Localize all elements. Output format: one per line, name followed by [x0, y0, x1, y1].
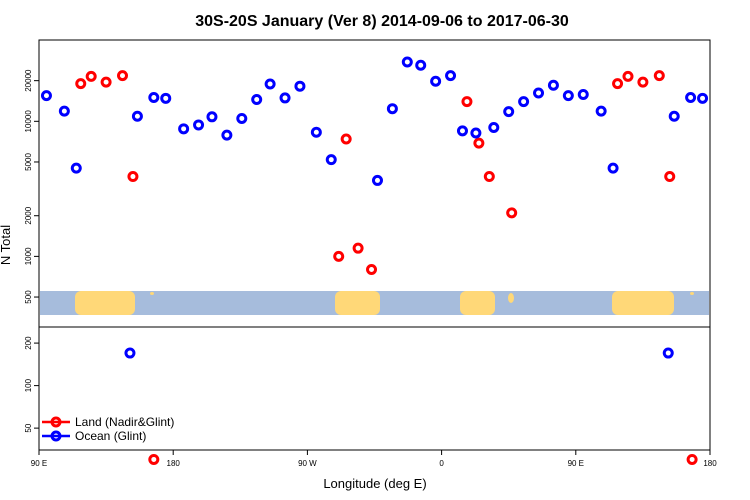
land-data-point: [100, 76, 112, 88]
ocean-data-point: [264, 78, 276, 90]
land-data-point: [653, 70, 665, 82]
y-tick-label: 500: [24, 290, 33, 304]
ocean-data-point: [445, 70, 457, 82]
ocean-data-point: [577, 88, 589, 100]
ocean-data-point: [488, 121, 500, 133]
ocean-data-point: [131, 110, 143, 122]
ocean-data-point: [236, 112, 248, 124]
x-tick-label: 90 E: [568, 459, 584, 468]
ocean-data-point: [607, 162, 619, 174]
bottom-data-points: [124, 347, 698, 465]
chart-title: 30S-20S January (Ver 8) 2014-09-06 to 20…: [195, 13, 569, 30]
ocean-data-point: [547, 79, 559, 91]
bottom-y-axis: 50 100 200: [24, 336, 39, 433]
x-axis-label: Longitude (deg E): [323, 476, 426, 491]
ocean-data-point: [251, 94, 263, 106]
ocean-data-point: [325, 154, 337, 166]
map-land-mass: [335, 291, 380, 315]
map-land-mass: [508, 293, 514, 303]
ocean-data-point: [415, 59, 427, 71]
y-tick-label: 2000: [24, 206, 33, 224]
map-land-mass: [612, 291, 674, 315]
bottom-panel-frame: [38, 326, 711, 451]
map-land-mass: [75, 291, 135, 315]
x-tick-label: 90 E: [31, 459, 47, 468]
map-land-mass: [460, 291, 495, 315]
ocean-data-point: [518, 96, 530, 108]
ocean-data-point: [206, 111, 218, 123]
y-tick-label: 5000: [24, 153, 33, 171]
land-data-point: [117, 70, 129, 82]
land-data-point: [637, 76, 649, 88]
y-tick-label: 10000: [24, 110, 33, 133]
top-data-points: [40, 56, 709, 275]
ocean-data-point: [430, 75, 442, 87]
legend-ocean-marker: [50, 430, 62, 442]
ocean-data-point: [124, 347, 136, 359]
land-data-point: [352, 242, 364, 254]
ocean-data-point: [279, 92, 291, 104]
ocean-data-point: [562, 90, 574, 102]
land-data-point: [148, 453, 160, 465]
land-data-point: [366, 263, 378, 275]
land-data-point: [333, 250, 345, 262]
land-data-point: [622, 70, 634, 82]
world-map-strip: [40, 291, 709, 315]
ocean-data-point: [40, 90, 52, 102]
ocean-data-point: [533, 87, 545, 99]
ocean-data-point: [697, 92, 709, 104]
y-tick-label: 20000: [24, 69, 33, 92]
ocean-data-point: [58, 105, 70, 117]
land-data-point: [461, 96, 473, 108]
ocean-data-point: [668, 110, 680, 122]
legend-ocean-label: Ocean (Glint): [75, 429, 146, 443]
land-data-point: [340, 133, 352, 145]
ocean-data-point: [148, 92, 160, 104]
ocean-data-point: [503, 106, 515, 118]
ocean-data-point: [193, 119, 205, 131]
map-land-mass: [150, 292, 154, 295]
y-axis-label: N Total: [0, 225, 13, 265]
land-data-point: [664, 171, 676, 183]
land-data-point: [127, 171, 139, 183]
y-tick-label: 1000: [24, 247, 33, 265]
legend-land-marker: [50, 416, 62, 428]
x-tick-label: 90 W: [298, 459, 317, 468]
x-tick-label: 180: [167, 459, 181, 468]
ocean-data-point: [221, 129, 233, 141]
y-tick-label: 50: [24, 423, 33, 432]
legend: Land (Nadir&Glint) Ocean (Glint): [42, 415, 174, 443]
y-tick-label: 200: [24, 336, 33, 350]
x-tick-label: 0: [439, 459, 444, 468]
map-land-mass: [690, 292, 694, 295]
ocean-data-point: [160, 92, 172, 104]
ocean-data-point: [662, 347, 674, 359]
ocean-data-point: [70, 162, 82, 174]
land-data-point: [75, 78, 87, 90]
ocean-data-point: [685, 92, 697, 104]
x-axis: 90 E 180 90 W 0 90 E 180: [31, 450, 717, 468]
ocean-data-point: [294, 80, 306, 92]
x-tick-label: 180: [703, 459, 717, 468]
land-data-point: [506, 207, 518, 219]
ocean-data-point: [401, 56, 413, 68]
legend-land-label: Land (Nadir&Glint): [75, 415, 174, 429]
ocean-data-point: [595, 105, 607, 117]
land-data-point: [686, 453, 698, 465]
land-data-point: [612, 78, 624, 90]
y-tick-label: 100: [24, 378, 33, 392]
ocean-data-point: [371, 174, 383, 186]
top-y-axis: 500 1000 2000 5000 10000 20000: [24, 69, 39, 304]
land-data-point: [483, 171, 495, 183]
land-data-point: [85, 70, 97, 82]
land-data-point: [473, 137, 485, 149]
ocean-data-point: [386, 103, 398, 115]
ocean-data-point: [470, 127, 482, 139]
ocean-data-point: [310, 126, 322, 138]
ocean-data-point: [456, 125, 468, 137]
ocean-data-point: [178, 123, 190, 135]
